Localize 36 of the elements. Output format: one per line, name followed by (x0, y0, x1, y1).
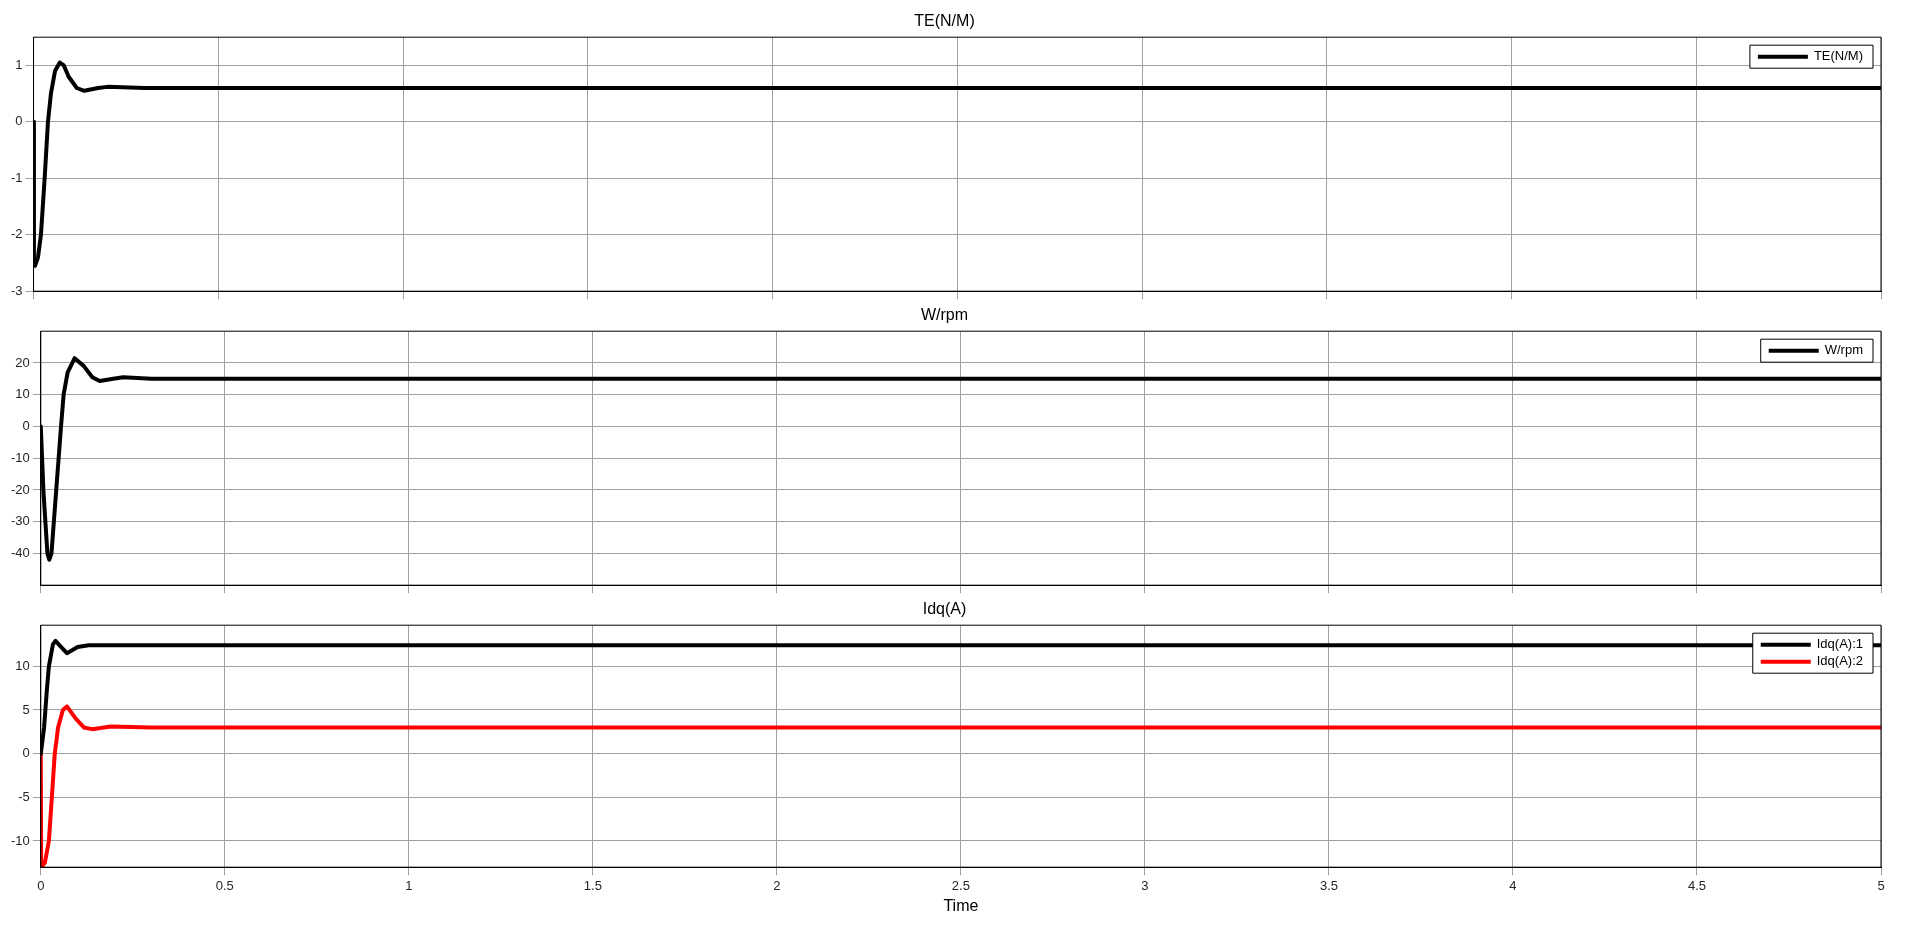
y-tick-label: 20 (15, 354, 30, 370)
y-tick-label: 0 (22, 745, 30, 761)
x-tick-label: 3.5 (1319, 877, 1338, 893)
legend-label: Idq(A):2 (1816, 653, 1864, 669)
x-tick-label: 1.5 (583, 877, 602, 893)
x-tick-label: 2 (773, 877, 781, 893)
x-axis-title: Time (943, 896, 979, 914)
y-tick-label: -20 (10, 481, 30, 497)
y-tick-label: -40 (10, 545, 30, 561)
legend-label: TE(N/M) (1813, 48, 1864, 64)
x-tick-label: 4 (1509, 877, 1517, 893)
y-tick-label: -1 (11, 169, 23, 185)
x-tick-label: 1 (405, 877, 413, 893)
x-tick-label: 2.5 (951, 877, 970, 893)
x-tick-label: 0.5 (215, 877, 234, 893)
y-tick-label: -10 (10, 449, 30, 465)
x-tick-label: 4.5 (1687, 877, 1707, 893)
y-tick-label: -2 (11, 226, 23, 242)
chart-title: TE(N/M) (914, 12, 975, 30)
chart-title: Idq(A) (922, 600, 967, 618)
y-tick-label: 10 (15, 657, 30, 673)
y-tick-label: 0 (22, 418, 30, 434)
y-tick-label: -3 (11, 282, 23, 298)
y-tick-label: 10 (15, 386, 30, 402)
y-tick-label: 0 (15, 113, 23, 129)
y-tick-label: 5 (22, 701, 30, 717)
y-tick-label: -10 (10, 832, 30, 848)
x-tick-label: 0 (37, 877, 45, 893)
legend-label: W/rpm (1824, 342, 1864, 358)
y-tick-label: 1 (15, 57, 23, 72)
chart-title: W/rpm (920, 306, 969, 324)
x-tick-label: 5 (1877, 877, 1885, 893)
legend-label: Idq(A):1 (1816, 636, 1864, 652)
x-tick-label: 3 (1141, 877, 1149, 893)
y-tick-label: -30 (10, 513, 30, 529)
y-tick-label: -5 (18, 788, 30, 804)
